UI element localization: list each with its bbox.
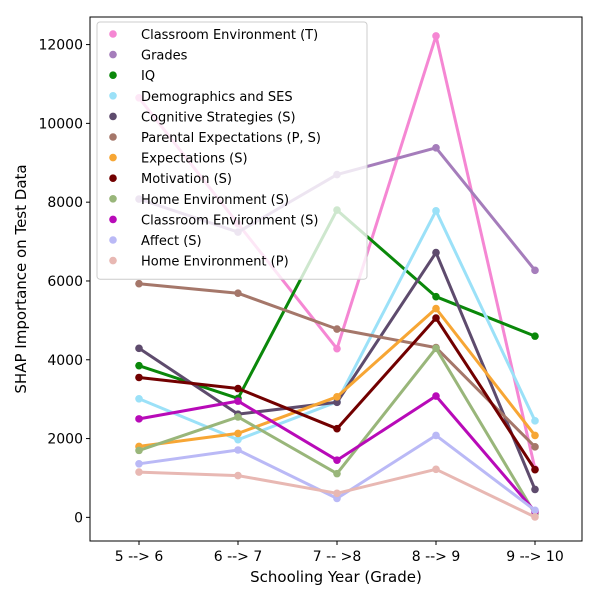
legend-marker	[109, 30, 117, 38]
legend-label: Grades	[141, 49, 188, 64]
data-point	[531, 465, 539, 474]
legend-marker	[109, 215, 117, 224]
data-point	[531, 485, 539, 494]
legend-label: Affect (S)	[141, 234, 202, 249]
legend-marker	[109, 256, 117, 265]
legend-marker	[109, 236, 117, 244]
legend-marker	[109, 195, 117, 203]
data-point	[234, 384, 242, 393]
legend-label: Classroom Environment (T)	[141, 28, 318, 43]
data-point	[432, 207, 440, 215]
data-point	[234, 435, 242, 444]
legend-marker	[109, 92, 117, 100]
legend-label: Home Environment (S)	[141, 193, 289, 208]
x-axis: 5 --> 6 6 --> 7 7 -- >8 8 --> 9 9 --> 10	[115, 541, 564, 565]
data-point	[234, 397, 242, 405]
plot-frame	[89, 16, 583, 542]
data-point	[531, 443, 539, 451]
data-point	[135, 415, 143, 423]
y-tick-label: 10000	[38, 116, 83, 132]
x-tick-label: 7 -- >8	[313, 549, 362, 565]
data-point	[333, 398, 341, 407]
legend-label: Cognitive Strategies (S)	[141, 110, 296, 125]
y-tick-label: 4000	[47, 353, 83, 369]
legend-marker	[109, 174, 117, 182]
y-tick-label: 2000	[47, 432, 83, 448]
data-point	[531, 332, 539, 340]
data-point	[531, 506, 539, 515]
data-point	[135, 468, 143, 476]
x-axis-label: Schooling Year (Grade)	[250, 568, 422, 586]
data-point	[234, 446, 242, 454]
data-point	[531, 431, 539, 440]
legend-box	[96, 21, 368, 280]
y-axis-label: SHAP Importance on Test Data	[12, 164, 30, 393]
legend: Classroom Environment (T) Grades IQ Demogra…	[96, 21, 368, 280]
data-point	[432, 304, 440, 313]
data-point	[135, 361, 143, 370]
data-point	[333, 393, 341, 401]
data-point	[432, 392, 440, 400]
data-point	[432, 465, 440, 474]
data-point	[135, 394, 143, 403]
data-point	[135, 344, 143, 353]
data-point	[531, 266, 539, 275]
data-point	[135, 446, 143, 455]
data-point	[333, 489, 341, 498]
y-tick-label: 0	[74, 510, 83, 526]
legend-label: Classroom Environment (S)	[141, 213, 319, 228]
legend-label: Expectations (S)	[141, 152, 248, 167]
legend-marker	[109, 133, 117, 141]
data-point	[432, 344, 440, 353]
data-point	[135, 373, 143, 382]
legend-marker	[109, 71, 117, 79]
x-tick-label: 8 --> 9	[412, 549, 461, 565]
series-group	[135, 465, 539, 521]
data-point	[432, 431, 440, 440]
data-point	[432, 292, 440, 301]
data-point	[333, 325, 341, 333]
x-tick-label: 5 --> 6	[115, 549, 164, 565]
legend-label: IQ	[141, 69, 155, 84]
y-tick-label: 6000	[47, 274, 83, 290]
y-axis: 0 2000 4000 6000 8000 10000 12000	[38, 38, 90, 526]
data-point	[432, 248, 440, 257]
legend-label: Motivation (S)	[141, 172, 232, 187]
series-group	[135, 314, 539, 474]
data-point	[234, 289, 242, 297]
data-point	[333, 424, 341, 433]
data-point	[531, 513, 539, 521]
data-point	[234, 413, 242, 421]
y-tick-label: 8000	[47, 195, 83, 211]
series-group	[135, 304, 539, 451]
series-lines	[135, 32, 539, 521]
legend-label: Demographics and SES	[141, 90, 293, 105]
legend-label: Parental Expectations (P, S)	[141, 131, 321, 146]
data-point	[333, 469, 341, 478]
x-tick-label: 9 --> 10	[506, 549, 563, 565]
data-point	[234, 471, 242, 480]
data-point	[333, 456, 341, 465]
legend-label: Home Environment (P)	[141, 255, 289, 270]
data-point	[432, 144, 440, 152]
x-tick-label: 6 --> 7	[214, 549, 263, 565]
legend-marker	[109, 153, 117, 162]
legend-marker	[109, 112, 117, 121]
data-point	[333, 344, 341, 353]
y-tick-label: 12000	[38, 38, 83, 54]
data-point	[135, 279, 143, 288]
data-point	[234, 429, 242, 438]
data-point	[432, 32, 440, 40]
data-point	[135, 459, 143, 468]
data-point	[531, 417, 539, 425]
data-point	[432, 314, 440, 322]
legend-marker	[109, 50, 117, 59]
